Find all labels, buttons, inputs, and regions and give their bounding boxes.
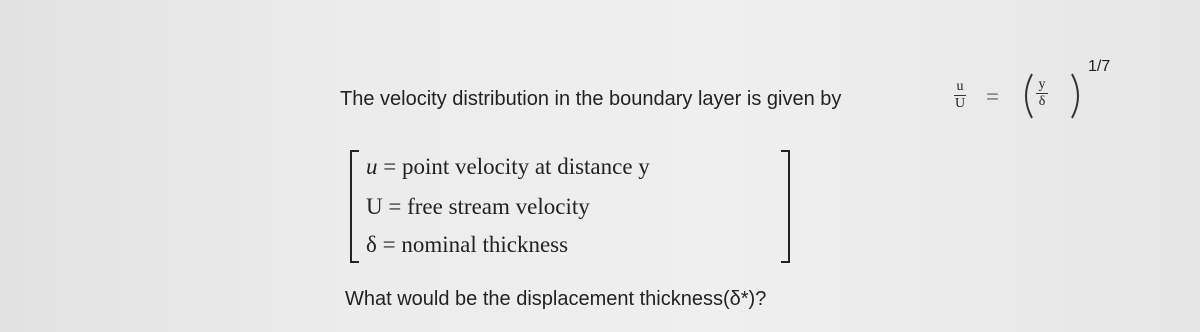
left-bracket <box>350 150 359 263</box>
fraction: u U <box>954 80 966 111</box>
definition-text: free stream velocity <box>407 194 590 219</box>
intro-text: The velocity distribution in the boundar… <box>340 88 842 110</box>
numerator: u <box>956 79 964 94</box>
symbol: δ <box>366 232 377 257</box>
denominator: U <box>954 96 966 111</box>
inner-denominator: δ <box>1038 94 1046 109</box>
left-paren <box>1025 73 1033 119</box>
exponent: 1/7 <box>1088 58 1111 75</box>
right-bracket <box>781 150 790 263</box>
definition: U = free stream velocity <box>366 194 590 220</box>
equals-sign: = <box>382 232 396 257</box>
definition: u = point velocity at distance y <box>366 154 650 180</box>
inner-numerator: y <box>1038 77 1046 92</box>
fraction-bar <box>954 95 966 96</box>
definition: δ = nominal thickness <box>366 232 568 258</box>
definition-brackets <box>350 150 790 263</box>
equals-sign: = <box>388 194 402 219</box>
definition-text: point velocity at distance y <box>401 154 650 179</box>
fraction-bar <box>1036 93 1048 94</box>
equals-sign: = <box>383 154 397 179</box>
symbol: u <box>366 154 378 179</box>
symbol: U <box>366 194 383 219</box>
right-paren <box>1071 73 1079 119</box>
parentheses <box>1025 73 1079 119</box>
equals-sign: = <box>986 84 999 109</box>
definition-text: nominal thickness <box>401 232 569 257</box>
inner-fraction: y δ <box>1036 78 1048 109</box>
prompt-text: What would be the displacement thickness… <box>345 288 767 310</box>
